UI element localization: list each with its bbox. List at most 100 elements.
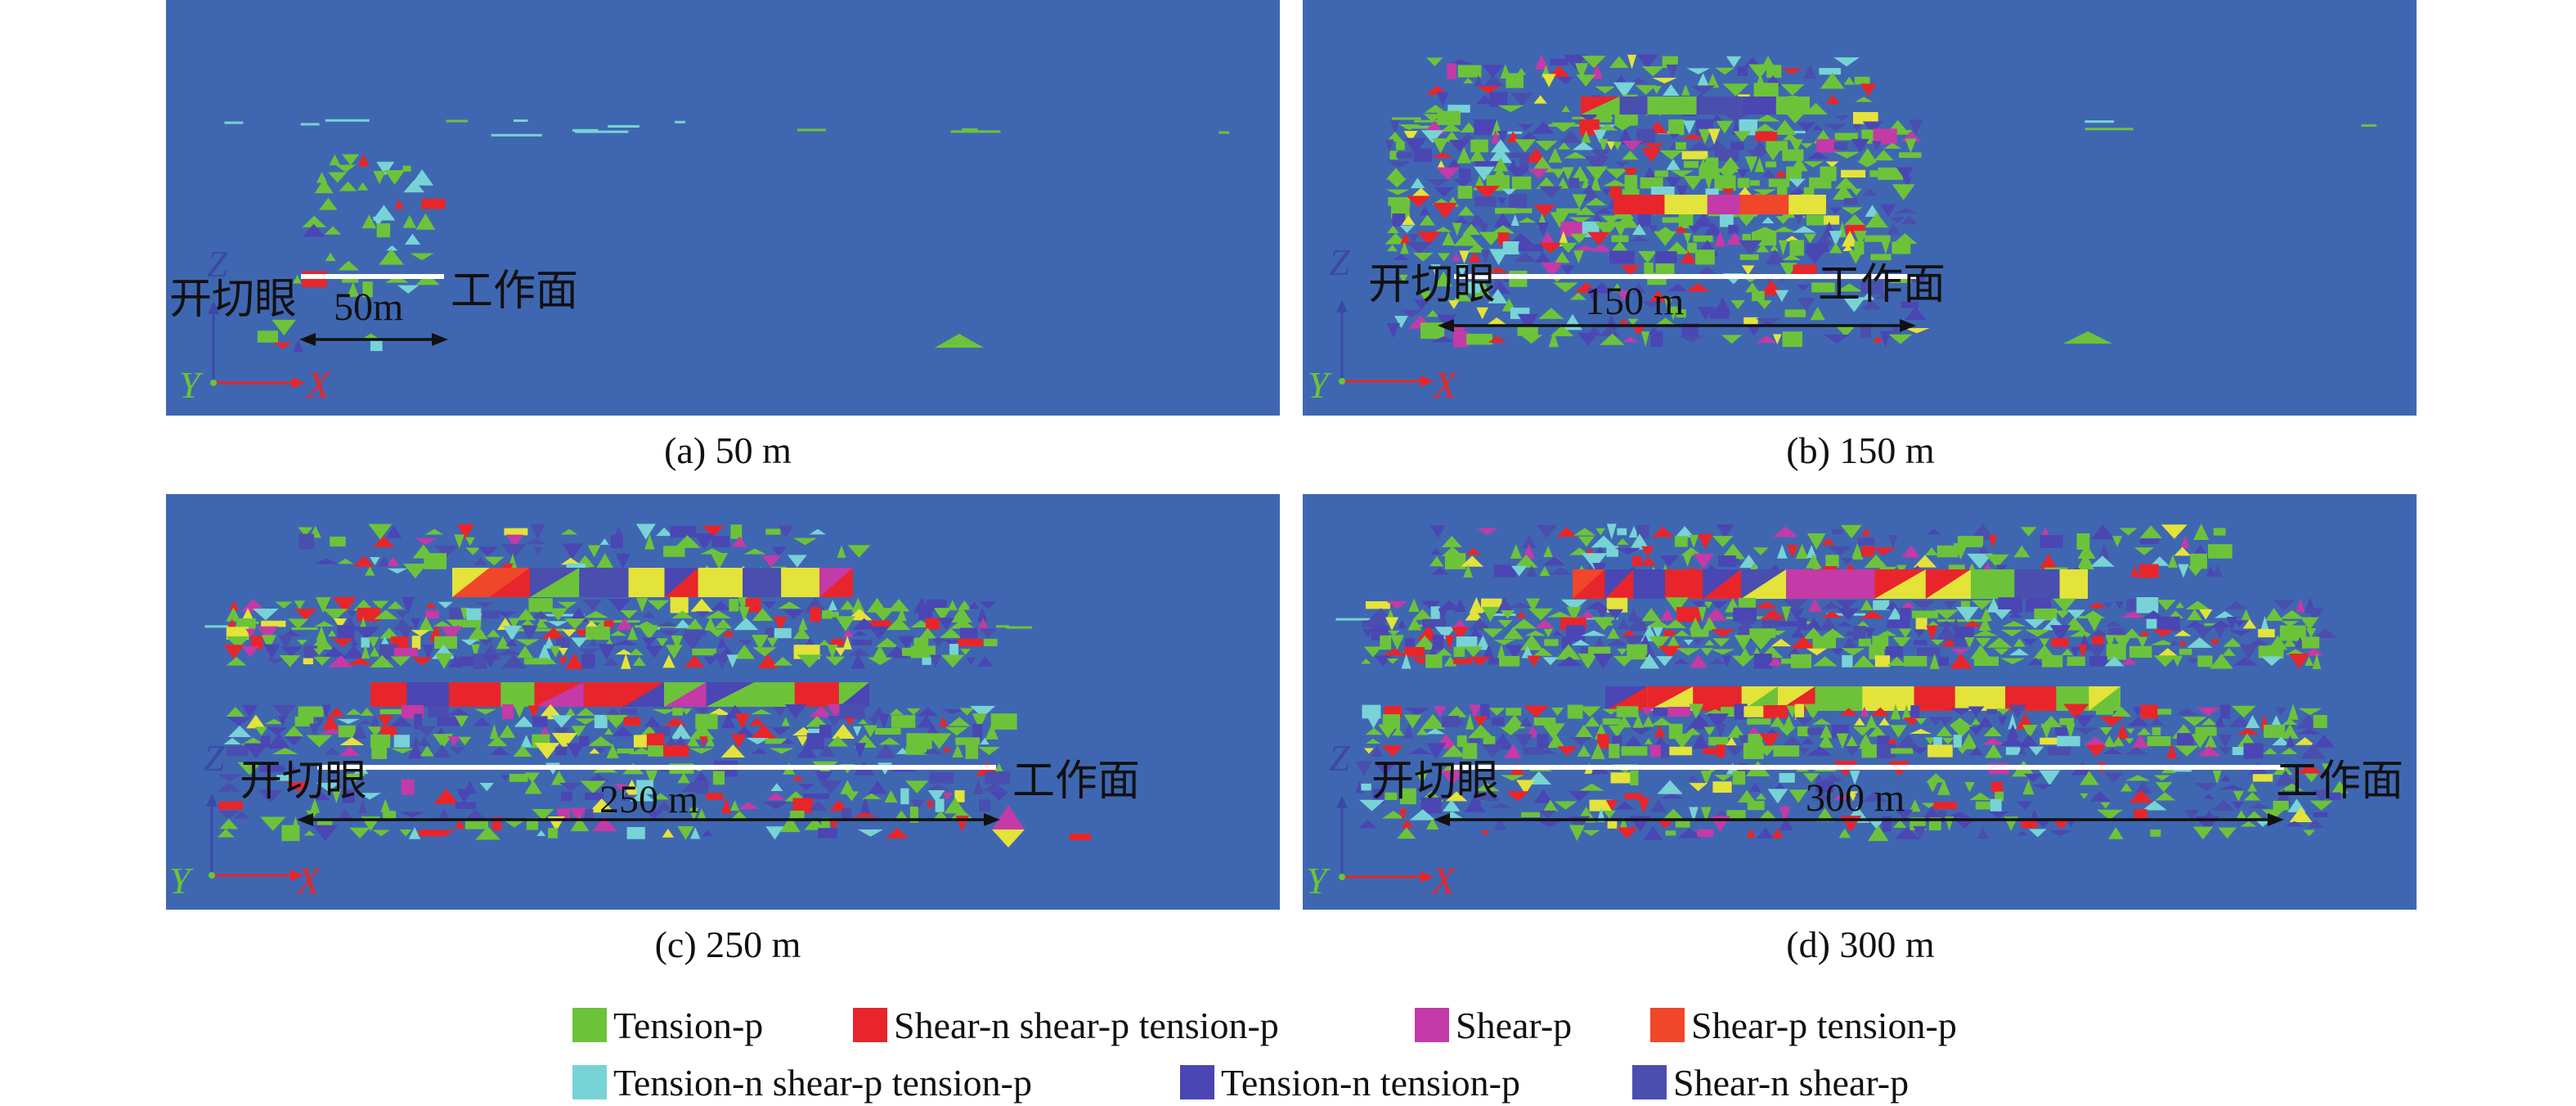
failure-element	[1779, 772, 1795, 783]
failure-element	[338, 725, 356, 738]
failure-element	[1416, 771, 1429, 785]
failure-element	[792, 537, 818, 546]
failure-element	[254, 726, 268, 736]
failure-element	[465, 537, 475, 546]
failure-element	[1538, 242, 1564, 254]
failure-element	[257, 330, 278, 343]
failure-element	[1898, 152, 1922, 159]
failure-element	[1683, 232, 1692, 245]
failure-element	[548, 828, 558, 838]
failure-element	[1432, 152, 1453, 159]
failure-element	[2083, 736, 2107, 746]
failure-element	[1710, 649, 1735, 655]
failure-element	[1655, 251, 1677, 263]
failure-streak	[300, 123, 320, 126]
failure-element	[1479, 279, 1490, 295]
failure-element	[1755, 793, 1766, 800]
failure-element	[411, 657, 433, 666]
failure-element	[1926, 625, 1938, 641]
failure-element	[280, 646, 303, 658]
failure-element	[1770, 716, 1785, 727]
legend-item-shear-p: Shear-p	[1415, 1005, 1572, 1046]
failure-element	[1610, 772, 1633, 784]
failure-element	[867, 657, 894, 665]
failure-element	[2262, 809, 2285, 821]
legend-item-tension-p: Tension-p	[572, 1005, 763, 1046]
failure-element	[353, 555, 375, 567]
failure-element	[981, 782, 1008, 792]
legend-item-shear-n-shear-p-tension-p: Shear-n shear-p tension-p	[853, 1005, 1279, 1046]
failure-element	[1360, 659, 1371, 664]
failure-element	[806, 733, 824, 749]
failure-element	[2153, 655, 2177, 668]
failure-element	[972, 724, 983, 739]
failure-element	[1675, 820, 1690, 828]
failure-element	[1757, 745, 1776, 757]
failure-streak	[797, 128, 826, 132]
failure-streak	[1218, 131, 1230, 134]
failure-element	[1673, 658, 1690, 664]
failure-block	[1914, 686, 1955, 711]
failure-element	[582, 599, 603, 611]
failure-element	[1829, 569, 1875, 599]
failure-element	[1795, 543, 1809, 560]
failure-element	[891, 715, 916, 728]
failure-element	[797, 744, 818, 758]
axis-origin	[209, 872, 215, 879]
failure-element	[227, 746, 249, 756]
failure-element	[1676, 309, 1686, 318]
failure-element	[313, 792, 331, 801]
failure-element	[1692, 733, 1710, 749]
failure-element	[656, 800, 672, 812]
failure-element	[1559, 242, 1577, 254]
failure-element	[1627, 644, 1648, 660]
failure-element	[1386, 323, 1401, 339]
failure-element	[438, 601, 453, 609]
failure-element	[312, 825, 339, 842]
failure-element	[809, 706, 833, 717]
failure-element	[1536, 177, 1557, 189]
failure-element	[298, 706, 324, 717]
failure-element	[633, 735, 648, 748]
failure-element	[1903, 717, 1921, 726]
failure-element	[1627, 318, 1639, 326]
failure-element	[449, 607, 463, 622]
failure-element	[1752, 290, 1765, 302]
failure-element	[1911, 600, 1936, 610]
legend-swatch	[1180, 1065, 1214, 1099]
failure-element	[662, 829, 675, 838]
failure-element	[2035, 820, 2052, 828]
failure-element	[2154, 792, 2176, 801]
failure-element	[1769, 630, 1786, 636]
failure-block	[500, 682, 535, 707]
failure-element	[1562, 313, 1582, 330]
failure-element	[1371, 744, 1384, 758]
failure-element	[226, 707, 245, 717]
failure-element	[827, 645, 838, 659]
failure-element	[1820, 537, 1835, 546]
failure-element	[1858, 147, 1878, 163]
failure-element	[2021, 820, 2038, 829]
failure-element	[2146, 618, 2157, 629]
failure-element	[1936, 726, 1953, 737]
failure-element	[1536, 222, 1550, 236]
failure-element	[1452, 290, 1473, 302]
failure-element	[1876, 743, 1896, 759]
failure-element	[1706, 140, 1730, 151]
failure-element	[370, 682, 407, 707]
failure-element	[1805, 554, 1822, 569]
failure-element	[1497, 197, 1507, 206]
failure-element	[684, 654, 705, 668]
failure-element	[1480, 704, 1490, 720]
failure-element	[749, 717, 765, 726]
failure-element	[1573, 250, 1584, 264]
failure-element	[1641, 331, 1650, 348]
failure-element	[541, 627, 566, 640]
failure-element	[1456, 636, 1478, 649]
failure-element	[1726, 232, 1744, 245]
failure-element	[1973, 656, 1999, 666]
failure-element	[2167, 555, 2179, 568]
failure-element	[1631, 223, 1647, 236]
failure-element	[1617, 715, 1631, 728]
failure-element	[315, 717, 325, 726]
